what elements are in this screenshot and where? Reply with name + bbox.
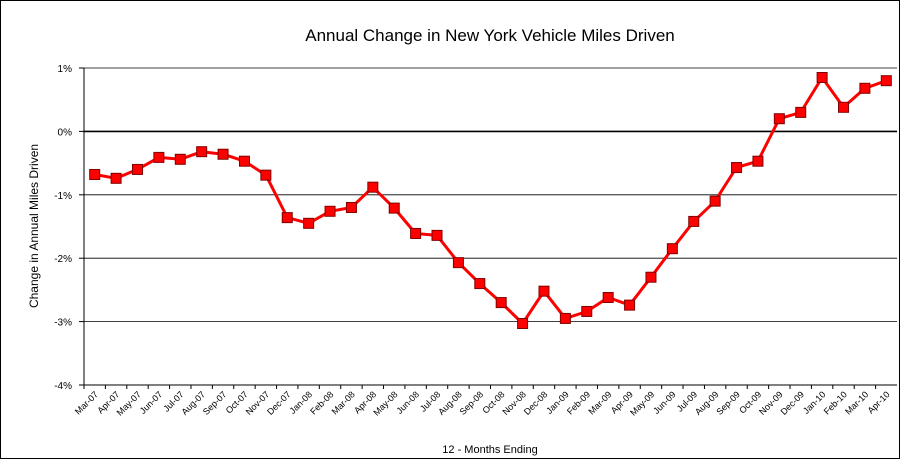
x-axis-label: 12 - Months Ending [442,444,537,456]
marker [581,305,593,317]
marker [880,75,892,87]
marker [795,106,807,118]
y-tick-label: -4% [54,381,72,392]
marker [859,82,871,94]
marker [388,202,400,214]
marker [410,227,422,239]
marker [260,169,272,181]
y-tick-label: -1% [54,191,72,202]
marker [838,101,850,113]
marker [624,299,636,311]
marker [666,243,678,255]
marker [431,229,443,241]
marker [217,148,229,160]
marker [367,181,379,193]
y-tick-label: 1% [58,64,73,75]
marker [324,205,336,217]
marker [645,271,657,283]
marker [196,146,208,158]
marker [495,297,507,309]
y-tick-label: -3% [54,318,72,329]
marker [89,169,101,181]
marker [559,312,571,324]
marker [174,153,186,165]
marker [281,212,293,224]
chart-title: Annual Change in New York Vehicle Miles … [305,26,674,45]
marker [303,217,315,229]
marker [474,278,486,290]
marker [238,155,250,167]
marker [602,292,614,304]
marker [709,195,721,207]
marker [752,155,764,167]
marker [153,151,165,163]
marker [688,215,700,227]
y-tick-label: 0% [58,127,73,138]
marker [452,257,464,269]
marker [517,318,529,330]
marker [731,162,743,174]
y-axis-label: Change in Annual Miles Driven [27,144,41,308]
marker [131,163,143,175]
marker [773,113,785,125]
marker [110,172,122,184]
marker [345,201,357,213]
y-tick-label: -2% [54,254,72,265]
marker [816,72,828,84]
marker [538,285,550,297]
